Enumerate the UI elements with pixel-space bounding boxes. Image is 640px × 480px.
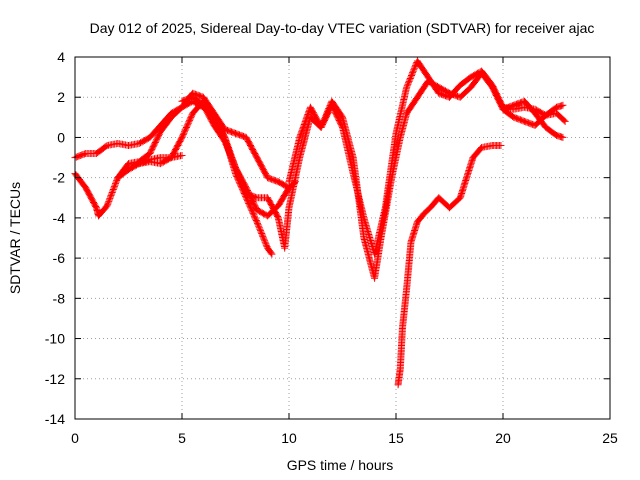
axis-tick-labels: 0 5 10 15 20 25 -14 -12 -10 -8 -6 -4 -2 0 2 4 <box>45 49 618 446</box>
data-layer <box>71 57 569 389</box>
axis-ticks <box>74 56 611 420</box>
x-tick-label: 25 <box>602 430 618 446</box>
y-tick-label: 2 <box>57 89 65 105</box>
grid <box>75 57 610 419</box>
x-tick-label: 15 <box>388 430 404 446</box>
chart-title: Day 012 of 2025, Sidereal Day-to-day VTE… <box>90 20 595 36</box>
data-point-markers <box>394 142 505 389</box>
y-tick-label: 0 <box>57 129 65 145</box>
y-tick-label: -2 <box>53 170 66 186</box>
y-tick-label: 4 <box>57 49 65 65</box>
y-tick-label: -8 <box>53 290 66 306</box>
series-track-7 <box>394 142 505 389</box>
data-point-markers <box>499 97 567 141</box>
y-tick-label: -12 <box>45 371 65 387</box>
plot-frame <box>74 56 611 420</box>
x-tick-label: 5 <box>178 430 186 446</box>
y-tick-label: -14 <box>45 411 65 427</box>
x-tick-label: 0 <box>71 430 79 446</box>
y-tick-label: -4 <box>53 210 66 226</box>
y-tick-label: -10 <box>45 331 65 347</box>
y-tick-label: -6 <box>53 250 66 266</box>
y-axis-label: SDTVAR / TECUs <box>7 182 23 294</box>
x-tick-label: 20 <box>495 430 511 446</box>
x-axis-label: GPS time / hours <box>287 457 394 473</box>
x-tick-label: 10 <box>281 430 297 446</box>
series-track-8 <box>499 97 567 141</box>
